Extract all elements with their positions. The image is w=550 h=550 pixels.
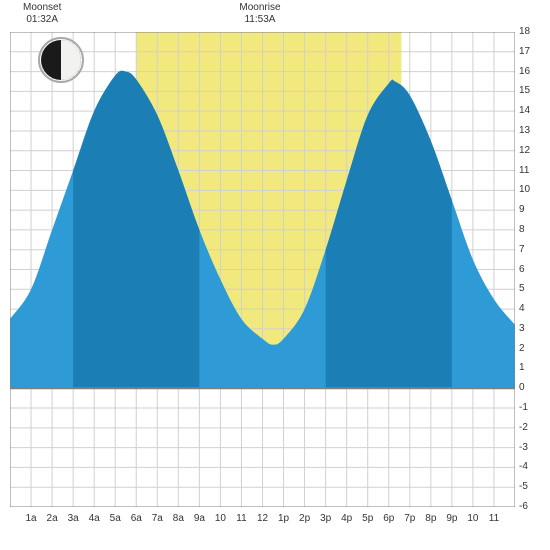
x-tick-label: 5a (110, 513, 121, 524)
y-tick-label: 11 (519, 165, 544, 176)
x-tick-label: 1a (25, 513, 36, 524)
y-tick-label: -5 (519, 481, 544, 492)
x-tick-label: 2p (299, 513, 310, 524)
x-tick-label: 6a (131, 513, 142, 524)
x-tick-label: 7a (152, 513, 163, 524)
y-tick-label: 14 (519, 105, 544, 116)
x-tick-label: 11 (489, 513, 499, 524)
x-tick-label: 11 (236, 513, 246, 524)
y-tick-label: 1 (519, 362, 544, 373)
moonset-title: Moonset (17, 2, 67, 14)
y-tick-label: 10 (519, 184, 544, 195)
plot-svg (10, 32, 515, 507)
moonset-label: Moonset 01:32A (17, 2, 67, 26)
y-tick-label: 13 (519, 125, 544, 136)
y-tick-label: -3 (519, 442, 544, 453)
y-tick-label: -4 (519, 461, 544, 472)
x-tick-label: 9p (446, 513, 457, 524)
x-tick-label: 4p (341, 513, 352, 524)
tide-chart: Moonset 01:32A Moonrise 11:53A -6 -5 -4 -3 -… (0, 0, 550, 550)
y-tick-label: 15 (519, 85, 544, 96)
y-tick-label: 0 (519, 382, 544, 393)
x-tick-label: 1p (278, 513, 289, 524)
y-tick-label: -2 (519, 422, 544, 433)
moonrise-title: Moonrise (235, 2, 285, 14)
x-tick-label: 3p (320, 513, 331, 524)
moonrise-label: Moonrise 11:53A (235, 2, 285, 26)
y-tick-label: 2 (519, 343, 544, 354)
x-tick-label: 9a (194, 513, 205, 524)
y-tick-label: -6 (519, 501, 544, 512)
x-tick-label: 4a (89, 513, 100, 524)
y-tick-label: 3 (519, 323, 544, 334)
x-tick-label: 7p (404, 513, 415, 524)
y-tick-label: 9 (519, 204, 544, 215)
moon-phase-icon (38, 37, 84, 88)
y-tick-label: 6 (519, 264, 544, 275)
x-tick-label: 10 (215, 513, 226, 524)
x-tick-label: 10 (467, 513, 478, 524)
header-labels: Moonset 01:32A Moonrise 11:53A (0, 0, 550, 32)
y-tick-label: 5 (519, 283, 544, 294)
y-tick-label: 8 (519, 224, 544, 235)
x-tick-label: 5p (362, 513, 373, 524)
moonset-time: 01:32A (17, 14, 67, 26)
y-tick-label: -1 (519, 402, 544, 413)
y-tick-label: 12 (519, 145, 544, 156)
x-tick-label: 6p (383, 513, 394, 524)
x-tick-label: 8p (425, 513, 436, 524)
y-tick-label: 16 (519, 66, 544, 77)
x-tick-label: 12 (257, 513, 268, 524)
y-tick-label: 4 (519, 303, 544, 314)
x-tick-label: 8a (173, 513, 184, 524)
x-tick-label: 3a (68, 513, 79, 524)
moonrise-time: 11:53A (235, 14, 285, 26)
y-tick-label: 7 (519, 244, 544, 255)
y-tick-label: 17 (519, 46, 544, 57)
x-tick-label: 2a (47, 513, 58, 524)
